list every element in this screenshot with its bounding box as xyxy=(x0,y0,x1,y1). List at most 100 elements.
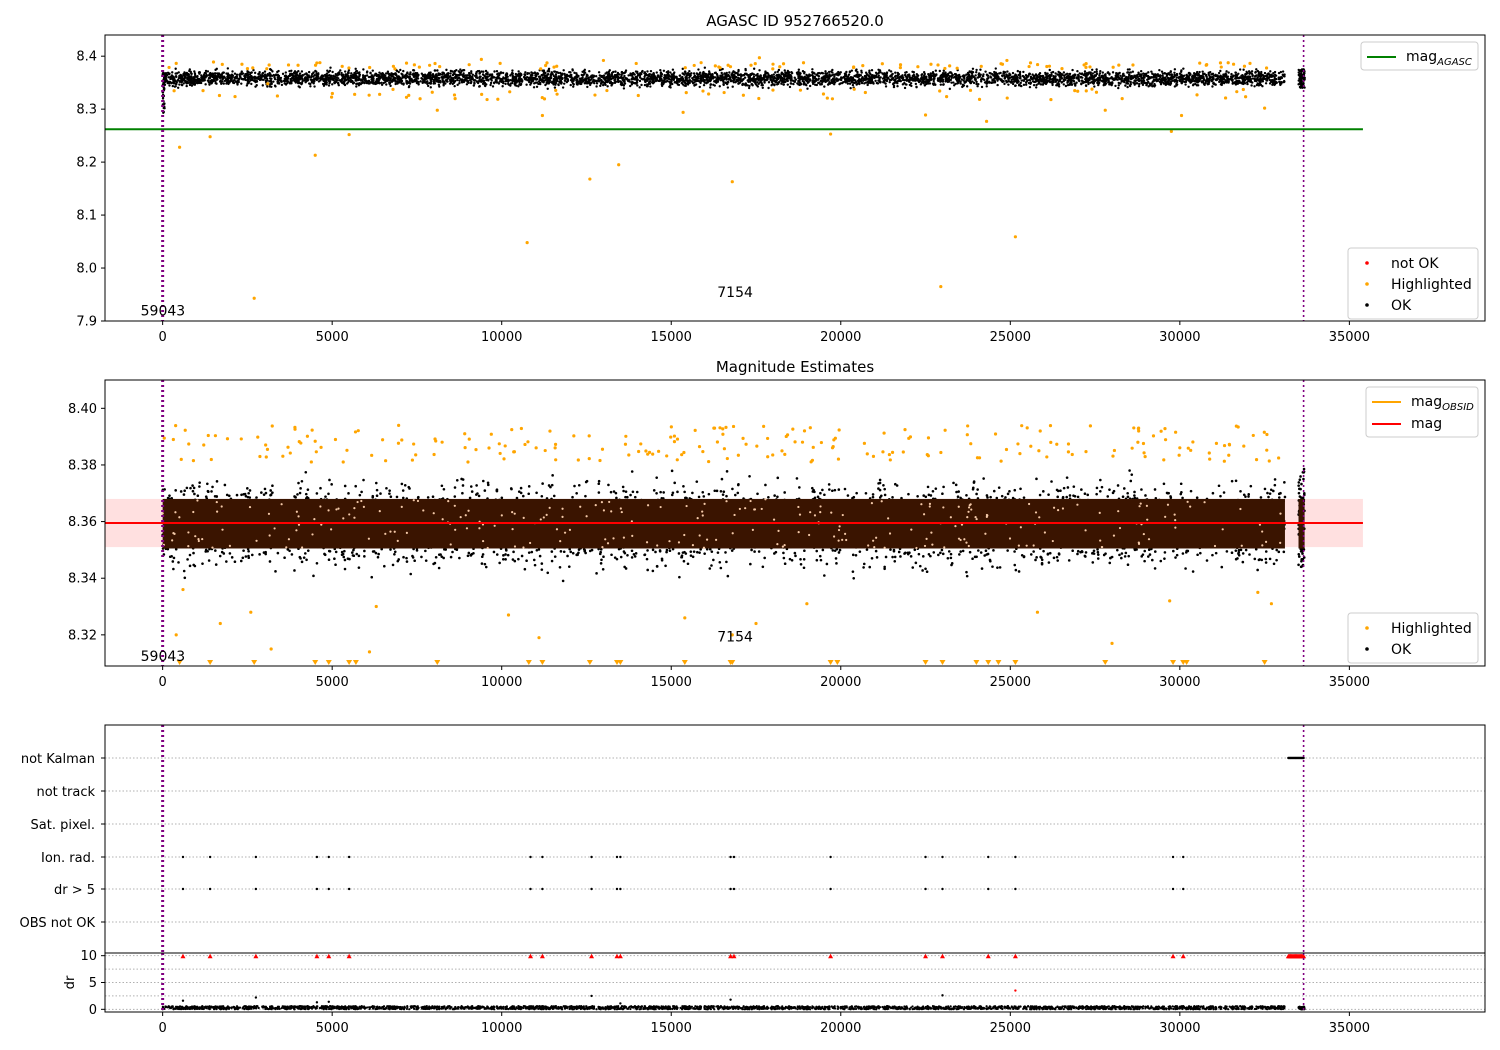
ok-point xyxy=(386,78,389,81)
ok-point xyxy=(732,81,736,84)
ok-point xyxy=(1007,83,1010,86)
ok-point xyxy=(942,69,945,72)
ok-point xyxy=(619,80,622,83)
ok-point xyxy=(1097,83,1100,87)
ok-point xyxy=(767,73,770,76)
ok-point xyxy=(203,78,206,82)
ok-point xyxy=(177,71,180,74)
ok-point xyxy=(372,75,375,79)
ok-point xyxy=(750,82,754,86)
ok-point xyxy=(288,81,291,84)
ok-point xyxy=(1159,83,1163,86)
ok-point xyxy=(1273,70,1277,74)
ok-point xyxy=(588,83,592,87)
ok-point xyxy=(509,84,512,87)
ok-point xyxy=(837,73,840,77)
ok-point xyxy=(800,75,803,78)
ok-point xyxy=(297,69,300,73)
ok-point xyxy=(284,71,288,74)
ok-point xyxy=(226,67,230,70)
ok-point xyxy=(533,82,536,85)
ok-point xyxy=(715,72,719,76)
ok-point xyxy=(468,78,472,82)
ok-point xyxy=(1211,85,1214,88)
ok-point xyxy=(1279,70,1283,74)
ok-point xyxy=(303,77,307,80)
ok-point xyxy=(1035,86,1038,89)
ok-point xyxy=(1128,71,1131,74)
ok-point xyxy=(839,78,843,81)
ok-point xyxy=(526,79,529,82)
ok-point xyxy=(655,71,658,74)
ok-point xyxy=(1225,70,1228,73)
ok-point xyxy=(1201,70,1204,73)
ok-point xyxy=(461,69,465,72)
ok-point xyxy=(1044,76,1047,79)
ok-point xyxy=(665,70,669,74)
ok-point xyxy=(295,77,299,81)
ok-point xyxy=(1019,81,1022,85)
ok-point xyxy=(652,80,655,83)
ok-point xyxy=(247,80,250,83)
ok-point xyxy=(552,83,555,86)
ok-point xyxy=(478,72,481,75)
ok-point xyxy=(1258,82,1261,85)
ok-point xyxy=(481,80,485,83)
ok-point xyxy=(752,67,756,70)
ok-point xyxy=(1039,78,1042,81)
ok-point xyxy=(402,75,406,78)
ok-point xyxy=(270,82,273,85)
ok-point xyxy=(1117,81,1120,85)
ok-point xyxy=(1035,78,1038,81)
ok-point xyxy=(1187,85,1190,89)
ok-point xyxy=(347,71,350,75)
ok-point xyxy=(790,71,793,74)
ok-point xyxy=(625,77,629,80)
ok-point xyxy=(698,71,702,74)
ok-point xyxy=(310,74,313,78)
ok-point xyxy=(780,79,783,82)
ok-point xyxy=(1172,75,1176,78)
ok-point xyxy=(955,76,958,79)
ok-point xyxy=(836,78,839,81)
ok-point xyxy=(168,84,171,87)
ok-point xyxy=(1281,70,1285,73)
ok-point xyxy=(692,75,696,79)
ok-point xyxy=(848,70,852,74)
ok-point xyxy=(828,73,831,76)
ok-point xyxy=(1158,68,1161,72)
ok-point xyxy=(425,80,429,84)
ok-point xyxy=(915,86,918,89)
ok-point xyxy=(455,74,458,77)
ok-point xyxy=(1249,75,1252,79)
ok-point xyxy=(826,83,830,86)
ok-point xyxy=(387,75,391,79)
ok-point xyxy=(504,76,508,79)
ok-point xyxy=(314,77,318,81)
ok-point xyxy=(789,82,793,85)
ok-point xyxy=(819,83,822,86)
ok-point xyxy=(669,78,673,82)
ok-point xyxy=(547,82,551,85)
ok-point xyxy=(1195,70,1199,74)
ok-point xyxy=(213,75,217,79)
ok-point xyxy=(523,73,527,76)
ok-point xyxy=(563,73,566,76)
ok-point xyxy=(1277,71,1281,75)
ok-point xyxy=(461,74,464,77)
ok-point xyxy=(1175,76,1178,79)
ok-point xyxy=(283,77,287,81)
ok-point xyxy=(1178,72,1182,75)
ok-point xyxy=(439,81,442,84)
ok-point xyxy=(481,77,485,80)
ok-point xyxy=(1005,73,1008,76)
ok-point xyxy=(354,77,357,81)
ok-point xyxy=(277,69,280,73)
ok-point xyxy=(524,71,527,74)
ok-point xyxy=(576,75,579,79)
ok-point xyxy=(709,86,712,89)
ok-point xyxy=(640,77,643,81)
ok-point xyxy=(258,75,261,78)
ok-point xyxy=(1180,69,1183,72)
ok-point xyxy=(1211,78,1214,81)
